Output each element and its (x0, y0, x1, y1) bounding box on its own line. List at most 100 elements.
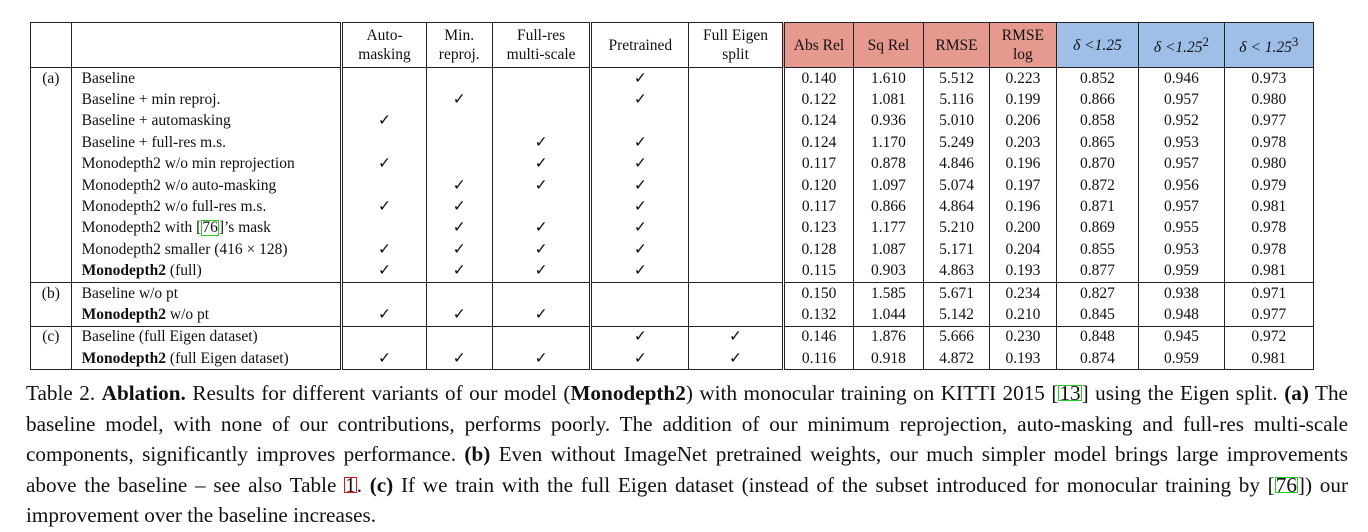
check-minreproj (426, 132, 493, 154)
value-delta1: 0.845 (1056, 304, 1140, 327)
value-delta1: 0.865 (1056, 132, 1140, 154)
header-rmselog: RMSE log (989, 22, 1057, 68)
group-a: (a) Baseline ✓ 0.140 1.610 5.512 0.223 0.852 0.9… (30, 67, 1315, 283)
method-name-pre: Monodepth2 with [ (81, 219, 202, 237)
value-rmselog: 0.234 (989, 282, 1057, 305)
value-absrel: 0.117 (783, 153, 855, 175)
value-delta1: 0.848 (1056, 326, 1140, 349)
value-delta3: 0.978 (1224, 239, 1315, 261)
value-delta2: 0.955 (1138, 217, 1225, 240)
value-sqrel: 1.876 (853, 326, 924, 349)
value-delta2: 0.948 (1138, 304, 1225, 327)
group-label: (b) (30, 282, 72, 305)
value-sqrel: 0.936 (853, 110, 924, 133)
value-delta2: 0.945 (1138, 326, 1225, 349)
check-pretrained: ✓ (590, 132, 690, 154)
check-pretrained: ✓ (590, 196, 690, 218)
value-delta2: 0.957 (1138, 89, 1225, 111)
check-minreproj (426, 67, 493, 90)
group-label (30, 217, 72, 240)
header-eigen-split: Full Eigen split (688, 22, 785, 68)
header-method-col (70, 22, 344, 68)
value-sqrel: 0.903 (853, 260, 924, 283)
value-delta3: 0.980 (1224, 89, 1315, 111)
value-delta2: 0.953 (1138, 132, 1225, 154)
check-eigen-split: ✓ (688, 348, 785, 371)
value-rmse: 4.872 (923, 348, 991, 371)
group-label (30, 110, 72, 133)
check-automasking: ✓ (341, 110, 427, 133)
header-automasking: Auto-masking (341, 22, 427, 68)
table-ref-link-1[interactable]: 1 (344, 472, 357, 497)
value-rmse: 5.171 (923, 239, 991, 261)
method-name: Baseline (full Eigen dataset) (70, 326, 344, 349)
group-label (30, 196, 72, 218)
method-name: Baseline + full-res m.s. (70, 132, 344, 154)
check-eigen-split: ✓ (688, 326, 785, 349)
value-rmse: 5.074 (923, 174, 991, 197)
value-delta3: 0.977 (1224, 304, 1315, 327)
value-absrel: 0.124 (783, 132, 855, 154)
check-automasking (341, 282, 427, 305)
method-name-rest: (full) (166, 262, 202, 280)
method-name-post: ]’s mask (218, 219, 271, 237)
group-label (30, 304, 72, 327)
value-delta2: 0.957 (1138, 196, 1225, 218)
check-pretrained (590, 282, 690, 305)
value-rmse: 5.116 (923, 89, 991, 111)
value-delta3: 0.971 (1224, 282, 1315, 305)
value-delta2: 0.957 (1138, 153, 1225, 175)
group-label (30, 239, 72, 261)
value-sqrel: 1.585 (853, 282, 924, 305)
check-automasking (341, 89, 427, 111)
value-delta3: 0.977 (1224, 110, 1315, 133)
table-row: Monodepth2 with [76]’s mask ✓ ✓ ✓ 0.123 1.177… (30, 217, 1315, 240)
check-fullres: ✓ (492, 174, 593, 197)
header-fullres: Full-res multi-scale (492, 22, 593, 68)
citation-link-76[interactable]: 76 (1274, 472, 1298, 497)
method-name: Baseline w/o pt (70, 282, 344, 305)
value-absrel: 0.128 (783, 239, 855, 261)
value-sqrel: 0.866 (853, 196, 924, 218)
check-fullres (492, 196, 593, 218)
value-rmselog: 0.200 (989, 217, 1057, 240)
caption-text-a: The baseline model, with none of our con… (26, 381, 1348, 466)
check-minreproj: ✓ (426, 89, 493, 111)
check-minreproj (426, 153, 493, 175)
citation-link-76[interactable]: 76 (201, 219, 219, 237)
method-name: Monodepth2 w/o pt (70, 304, 344, 327)
value-sqrel: 1.087 (853, 239, 924, 261)
value-delta3: 0.981 (1224, 348, 1315, 371)
citation-link-13[interactable]: 13 (1058, 381, 1082, 405)
check-pretrained (590, 110, 690, 133)
table-row: Monodepth2 w/o full-res m.s. ✓ ✓ ✓ 0.117 0.86… (30, 196, 1315, 218)
value-delta3: 0.973 (1224, 67, 1315, 90)
check-minreproj (426, 326, 493, 349)
check-eigen-split (688, 132, 785, 154)
value-sqrel: 1.177 (853, 217, 924, 240)
header-sqrel: Sq Rel (853, 22, 924, 68)
value-delta1: 0.855 (1056, 239, 1140, 261)
group-label (30, 153, 72, 175)
table-row: Monodepth2 (full Eigen dataset) ✓ ✓ ✓ ✓ ✓ 0.11… (30, 348, 1315, 371)
header-absrel: Abs Rel (783, 22, 855, 68)
value-rmse: 5.512 (923, 67, 991, 90)
group-label (30, 89, 72, 111)
group-label (30, 260, 72, 283)
value-delta2: 0.956 (1138, 174, 1225, 197)
value-delta3: 0.981 (1224, 260, 1315, 283)
method-name: Monodepth2 (full) (70, 260, 344, 283)
header-pretrained: Pretrained (590, 22, 690, 68)
value-delta2: 0.938 (1138, 282, 1225, 305)
table-row: Monodepth2 w/o auto-masking ✓ ✓ ✓ 0.120 1.097… (30, 174, 1315, 197)
value-delta3: 0.978 (1224, 217, 1315, 240)
check-eigen-split (688, 174, 785, 197)
value-absrel: 0.116 (783, 348, 855, 371)
value-delta2: 0.959 (1138, 260, 1225, 283)
group-c: (c) Baseline (full Eigen dataset) ✓ ✓ 0.146 1… (30, 326, 1315, 371)
caption-title: Ablation. (101, 381, 186, 405)
value-rmselog: 0.210 (989, 304, 1057, 327)
value-absrel: 0.132 (783, 304, 855, 327)
check-minreproj (426, 110, 493, 133)
